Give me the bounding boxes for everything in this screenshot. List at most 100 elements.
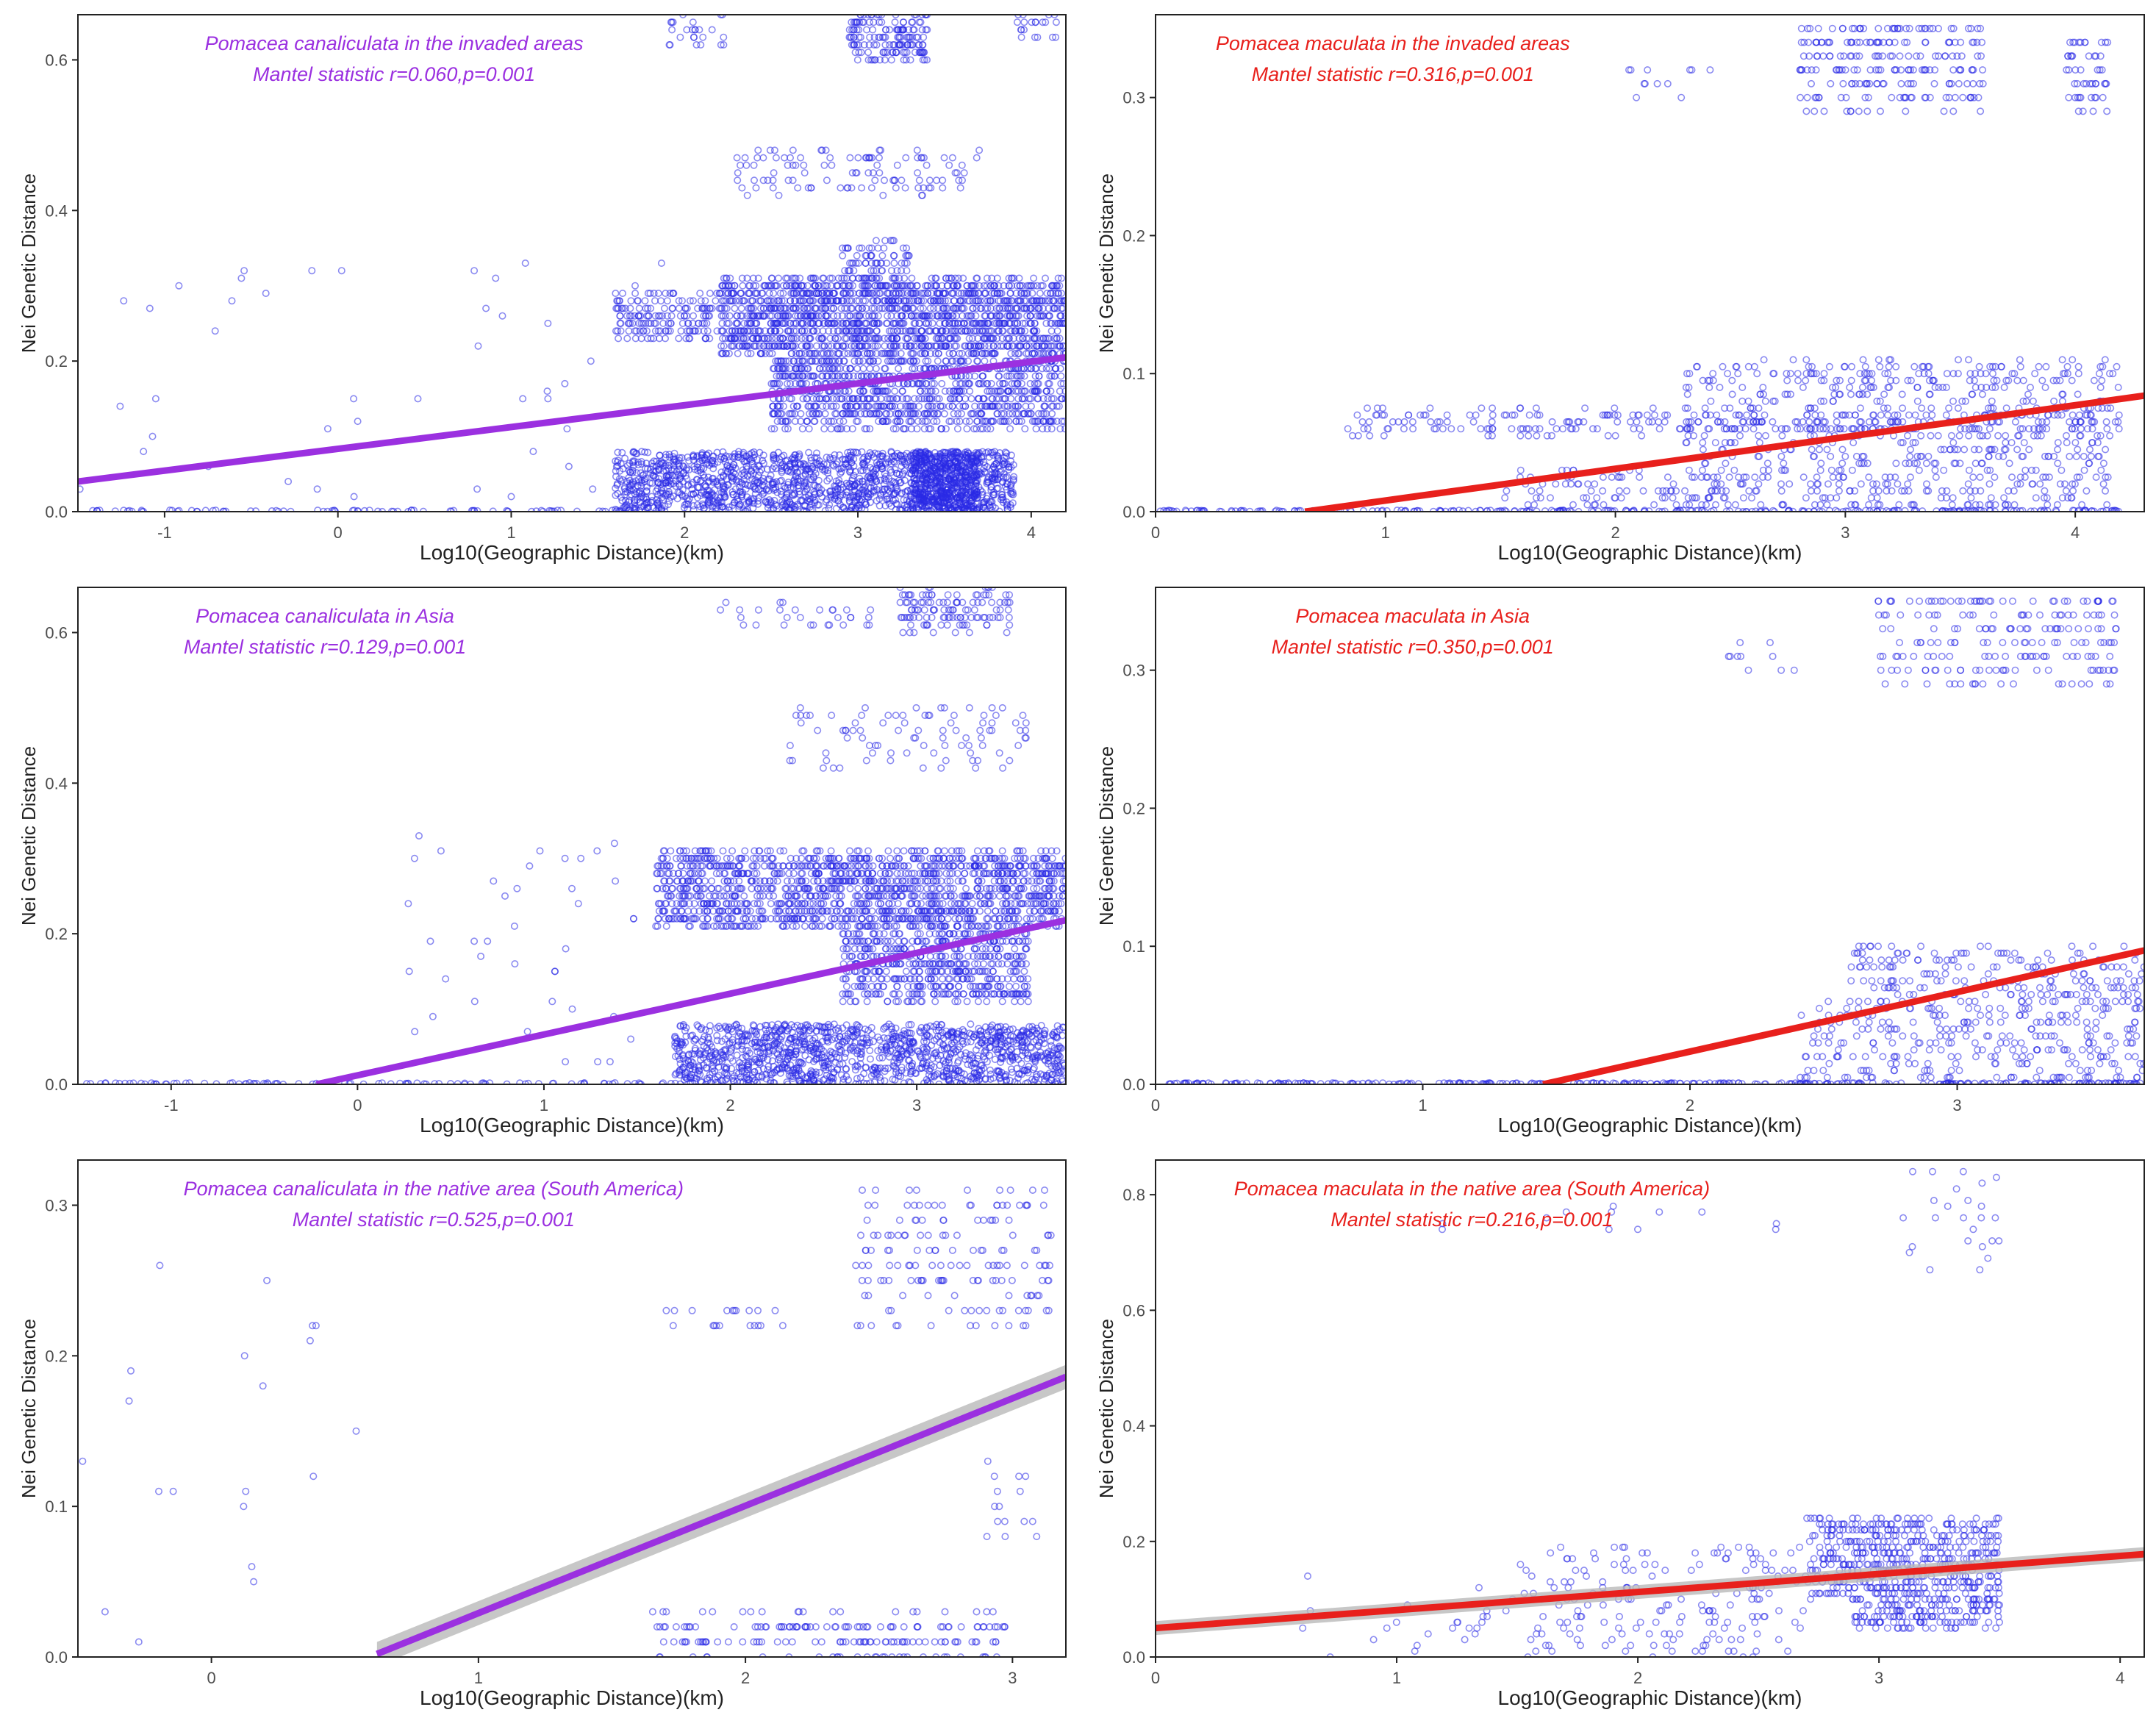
data-point: [818, 342, 826, 350]
data-point: [898, 387, 906, 396]
data-point: [694, 304, 702, 312]
data-point: [975, 327, 984, 335]
data-point: [965, 334, 973, 343]
data-point: [993, 387, 1001, 396]
data-point: [798, 357, 806, 365]
data-point: [864, 56, 873, 64]
data-point: [797, 319, 805, 327]
data-point: [829, 402, 837, 410]
data-point: [933, 176, 941, 185]
data-point: [659, 319, 667, 327]
data-point: [984, 349, 992, 357]
data-point: [867, 15, 875, 18]
data-point: [809, 312, 817, 320]
data-point: [780, 312, 788, 320]
data-point: [795, 349, 803, 357]
data-point: [981, 418, 989, 426]
data-point: [909, 357, 917, 365]
data-point: [945, 161, 953, 169]
data-point: [1016, 282, 1024, 290]
data-point: [1005, 274, 1013, 282]
data-point: [814, 289, 823, 297]
data-point: [799, 372, 807, 380]
data-point: [1014, 402, 1022, 410]
data-point: [773, 379, 781, 387]
data-point: [1008, 387, 1016, 396]
data-point: [966, 342, 974, 350]
data-point: [721, 289, 729, 297]
data-point: [817, 349, 825, 357]
data-point: [771, 327, 779, 335]
data-point: [902, 342, 910, 350]
data-point: [963, 425, 971, 433]
data-point: [938, 327, 946, 335]
data-point: [1005, 342, 1013, 350]
data-point: [776, 289, 784, 297]
data-point: [741, 154, 749, 162]
data-point: [843, 395, 851, 403]
data-point: [860, 15, 868, 18]
data-point: [743, 312, 751, 320]
data-point: [1023, 304, 1031, 312]
data-point: [770, 289, 778, 297]
data-point: [1049, 304, 1057, 312]
data-point: [1005, 282, 1013, 290]
data-point: [895, 40, 903, 49]
data-point: [765, 349, 773, 357]
data-point: [1016, 297, 1024, 305]
data-point: [954, 327, 962, 335]
data-point: [1020, 304, 1028, 312]
data-point: [866, 409, 874, 418]
data-point: [925, 327, 934, 335]
data-point: [752, 342, 760, 350]
data-point: [1031, 33, 1039, 41]
data-point: [844, 312, 852, 320]
data-point: [956, 357, 964, 365]
data-point: [975, 379, 983, 387]
data-point: [1045, 418, 1053, 426]
data-point: [881, 304, 889, 312]
data-point: [892, 26, 900, 34]
data-point: [1043, 425, 1051, 433]
data-point: [1015, 418, 1023, 426]
data-point: [924, 402, 932, 410]
data-point: [839, 372, 847, 380]
data-point: [631, 289, 640, 297]
data-point: [778, 297, 786, 305]
data-point: [856, 18, 864, 26]
data-point: [742, 161, 751, 169]
data-point: [789, 304, 798, 312]
data-point: [715, 304, 723, 312]
data-point: [795, 372, 803, 380]
data-point: [950, 327, 959, 335]
data-point: [895, 274, 903, 282]
data-point: [810, 349, 818, 357]
data-point: [1038, 297, 1046, 305]
data-point: [884, 312, 892, 320]
data-point: [1054, 289, 1062, 297]
data-point: [920, 297, 928, 305]
data-point: [864, 15, 872, 18]
data-point: [998, 409, 1006, 418]
data-point: [619, 304, 627, 312]
data-point: [884, 297, 892, 305]
data-point: [953, 282, 961, 290]
data-point: [1042, 418, 1050, 426]
data-point: [660, 304, 668, 312]
data-point: [950, 304, 958, 312]
data-point: [702, 312, 710, 320]
data-point: [881, 334, 889, 343]
data-point: [791, 342, 799, 350]
data-point: [731, 297, 739, 305]
data-point: [873, 40, 881, 49]
data-point: [901, 409, 909, 418]
data-point: [1009, 312, 1017, 320]
data-point: [881, 176, 889, 185]
data-point: [1000, 418, 1008, 426]
data-point: [801, 334, 809, 343]
data-point: [781, 154, 789, 162]
data-point: [790, 282, 798, 290]
data-point: [759, 342, 767, 350]
data-point: [909, 297, 917, 305]
data-point: [871, 176, 879, 185]
